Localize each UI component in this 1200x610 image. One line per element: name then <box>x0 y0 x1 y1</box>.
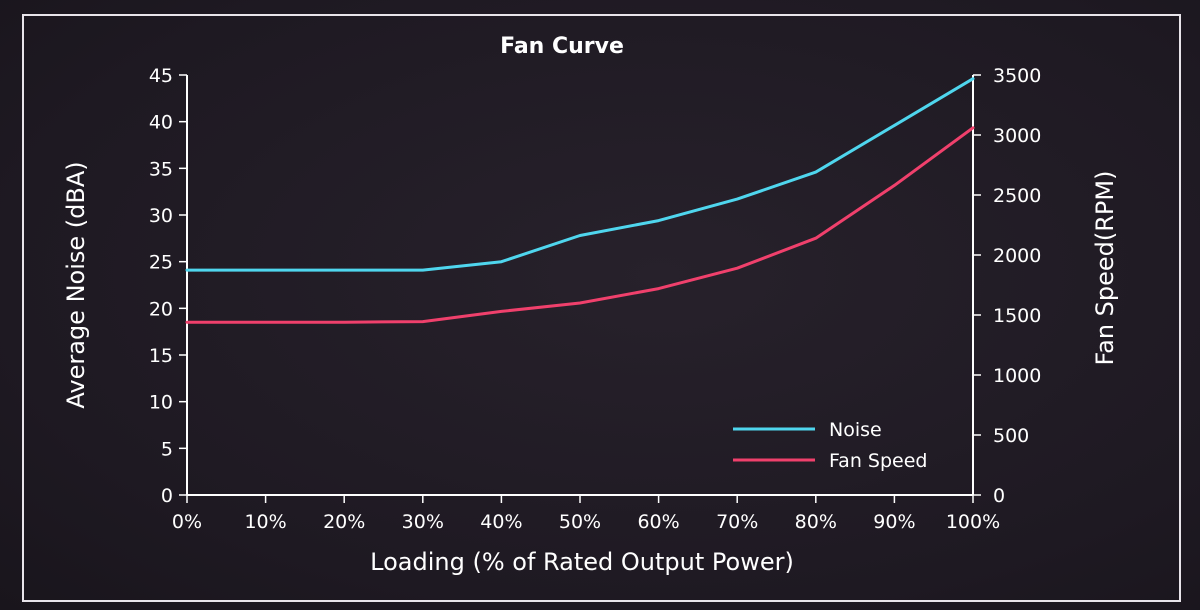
x-axis-label: Loading (% of Rated Output Power) <box>370 548 794 576</box>
y-right-tick-label: 500 <box>993 425 1029 447</box>
x-tick-label: 100% <box>946 511 1000 533</box>
x-tick-label: 10% <box>244 511 286 533</box>
y-right-tick-label: 1000 <box>993 365 1041 387</box>
y-right-tick-label: 3500 <box>993 65 1041 87</box>
x-tick-label: 0% <box>172 511 202 533</box>
y-right-tick-label: 0 <box>993 485 1005 507</box>
x-tick-label: 90% <box>873 511 915 533</box>
x-tick-label: 30% <box>402 511 444 533</box>
y-axis-left-label: Average Noise (dBA) <box>62 161 90 408</box>
y-right-tick-label: 3000 <box>993 125 1041 147</box>
series-line-noise <box>185 77 975 272</box>
y-left-tick-label: 25 <box>149 252 173 274</box>
x-tick-label: 20% <box>323 511 365 533</box>
x-tick-label: 80% <box>795 511 837 533</box>
chart-frame <box>22 14 1181 602</box>
x-tick-label: 50% <box>559 511 601 533</box>
legend: Noise Fan Speed <box>733 419 927 472</box>
series-line-fan-speed <box>185 126 975 324</box>
y-right-tick-label: 2500 <box>993 185 1041 207</box>
y-left-ticks: 0 5 10 15 20 25 30 35 40 45 <box>149 65 187 507</box>
y-left-tick-label: 0 <box>161 485 173 507</box>
y-axis-right-label: Fan Speed(RPM) <box>1091 171 1119 366</box>
legend-label: Noise <box>829 419 882 441</box>
x-tick-label: 40% <box>480 511 522 533</box>
series-lines <box>185 77 975 324</box>
y-right-tick-label: 2000 <box>993 245 1041 267</box>
x-tick-label: 70% <box>716 511 758 533</box>
y-left-tick-label: 20 <box>149 298 173 320</box>
y-left-tick-label: 15 <box>149 345 173 367</box>
y-left-tick-label: 5 <box>161 438 173 460</box>
x-tick-label: 60% <box>637 511 679 533</box>
y-left-tick-label: 40 <box>149 112 173 134</box>
y-left-tick-label: 45 <box>149 65 173 87</box>
y-right-tick-label: 1500 <box>993 305 1041 327</box>
y-left-tick-label: 10 <box>149 392 173 414</box>
y-left-tick-label: 30 <box>149 205 173 227</box>
legend-label: Fan Speed <box>829 450 927 472</box>
y-left-tick-label: 35 <box>149 158 173 180</box>
y-right-ticks: 0 500 1000 1500 2000 2500 3000 3500 <box>973 65 1041 507</box>
chart-title: Fan Curve <box>500 34 624 59</box>
x-ticks: 0% 10% 20% 30% 40% 50% 60% 70% 80% 90% 100% <box>172 495 1000 533</box>
